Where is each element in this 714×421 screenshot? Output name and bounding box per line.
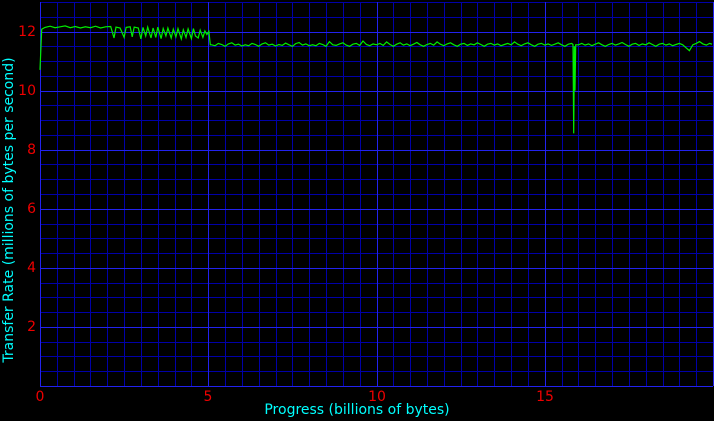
y-axis-tick-label: 4 xyxy=(27,260,36,276)
y-axis-title: Transfer Rate (millions of bytes per sec… xyxy=(1,57,17,363)
y-axis-tick-label: 10 xyxy=(18,83,36,99)
x-axis-title: Progress (billions of bytes) xyxy=(264,402,450,418)
x-axis-tick-label: 0 xyxy=(35,389,45,405)
x-axis-tick-label: 10 xyxy=(368,389,386,405)
x-axis-tick-label: 15 xyxy=(536,389,554,405)
y-axis-tick-label: 12 xyxy=(18,24,36,40)
x-axis-tick-label: 5 xyxy=(203,389,213,405)
y-axis-tick-label: 8 xyxy=(27,142,36,158)
y-axis-tick-label: 2 xyxy=(27,319,36,335)
y-axis-tick-label: 6 xyxy=(27,201,36,217)
transfer-rate-trace xyxy=(39,24,713,134)
